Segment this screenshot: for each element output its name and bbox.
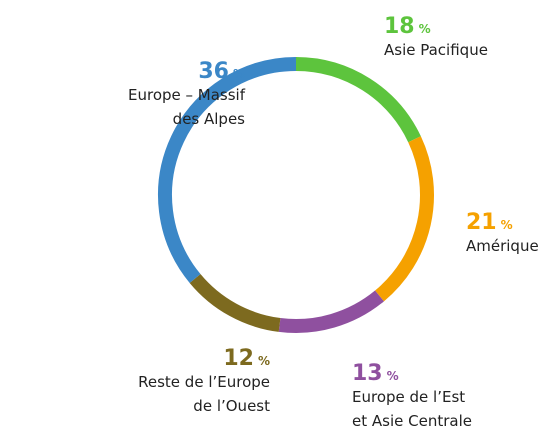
value-label: 36% xyxy=(198,59,245,84)
value-unit: % xyxy=(258,354,270,368)
category-label: Europe de l’Est xyxy=(352,388,465,406)
category-label: et Asie Centrale xyxy=(352,412,472,428)
value-number: 21 xyxy=(466,210,497,235)
category-label: de l’Ouest xyxy=(193,397,270,415)
category-label: des Alpes xyxy=(173,110,246,128)
category-label: Reste de l’Europe xyxy=(138,373,270,391)
donut-segment xyxy=(158,57,297,283)
value-unit: % xyxy=(387,369,399,383)
category-label: Amérique xyxy=(466,237,539,255)
value-unit: % xyxy=(501,218,513,232)
value-unit: % xyxy=(233,67,245,81)
category-label: Asie Pacifique xyxy=(384,41,488,59)
value-number: 18 xyxy=(384,14,415,39)
donut-segment xyxy=(374,136,434,302)
category-label: Europe – Massif xyxy=(128,86,246,104)
value-number: 36 xyxy=(198,59,229,84)
value-unit: % xyxy=(419,22,431,36)
donut-segment xyxy=(295,57,421,143)
donut-segment xyxy=(189,273,281,332)
donut-segment xyxy=(278,290,384,333)
value-label: 18% xyxy=(384,14,431,39)
value-label: 12% xyxy=(223,346,270,371)
value-number: 13 xyxy=(352,361,383,386)
value-number: 12 xyxy=(223,346,254,371)
value-label: 21% xyxy=(466,210,513,235)
value-label: 13% xyxy=(352,361,399,386)
